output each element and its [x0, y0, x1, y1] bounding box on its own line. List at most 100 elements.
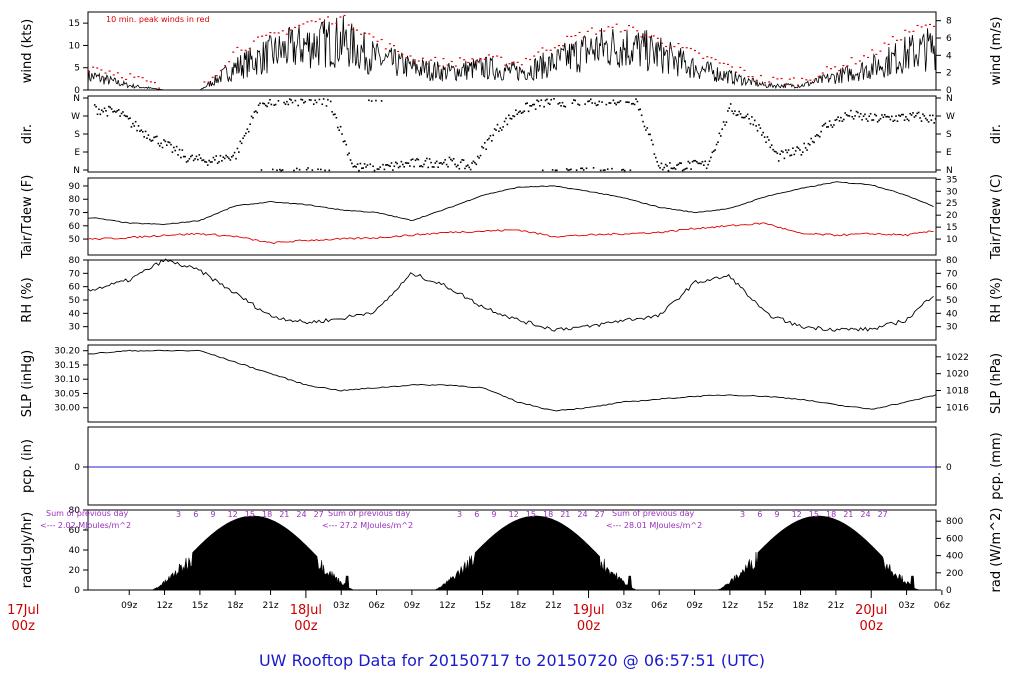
- dir-point: [739, 113, 742, 115]
- dir-point: [486, 139, 489, 141]
- wind-peak-mark: [203, 81, 206, 83]
- dir-point: [748, 117, 750, 120]
- y-tick-label-left: 30.15: [54, 361, 80, 371]
- panel-slp: SLP (inHg) SLP (hPa) 30.00 30.05 30.10 30.15 3…: [20, 344, 1004, 423]
- wind-peak-mark: [236, 46, 239, 49]
- dir-point: [837, 116, 839, 119]
- dir-point: [325, 105, 328, 107]
- dir-point: [893, 119, 896, 122]
- x-tick-label: 06z: [368, 601, 384, 611]
- dir-point: [670, 167, 673, 170]
- dir-point: [157, 142, 160, 145]
- dir-point: [448, 156, 451, 159]
- dir-point: [636, 100, 639, 103]
- y-tick-label-left: 0: [74, 586, 80, 596]
- dir-point: [660, 162, 663, 165]
- dir-point: [539, 105, 541, 107]
- dir-point: [198, 154, 201, 156]
- wind-peak-mark: [88, 71, 90, 73]
- panel-temp: Tair/Tdew (F) Tair/Tdew (C) 50 60 70 80 90 10 15…: [20, 174, 1004, 260]
- dir-point: [806, 149, 808, 151]
- dir-point: [526, 102, 528, 104]
- dir-point: [561, 101, 564, 104]
- dir-point: [182, 155, 185, 158]
- dir-point: [195, 155, 198, 158]
- dir-point: [612, 99, 615, 102]
- dir-point: [595, 104, 598, 107]
- x-tick-label: 21z: [828, 601, 844, 611]
- dir-point: [807, 142, 810, 145]
- dir-point: [266, 105, 268, 108]
- dir-point: [821, 125, 824, 127]
- slp-series: [87, 349, 937, 412]
- dir-point: [656, 160, 658, 163]
- day-label-time: 00z: [860, 619, 884, 634]
- rh-series: [87, 258, 934, 332]
- dir-point: [845, 114, 848, 116]
- dir-point: [926, 119, 928, 121]
- hour-mark: 6: [193, 510, 198, 519]
- dir-point: [679, 162, 681, 164]
- dir-point: [459, 161, 462, 163]
- wind-peak-mark: [574, 35, 577, 37]
- wind-peak-mark: [409, 55, 412, 57]
- y-tick-label-right: 10: [946, 235, 958, 245]
- dir-point: [344, 140, 346, 142]
- dir-point: [895, 115, 897, 117]
- wind-peak-mark: [834, 66, 837, 68]
- dir-point: [332, 113, 335, 116]
- dir-point: [228, 157, 230, 160]
- wind-peak-mark: [780, 77, 783, 80]
- wind-peak-mark: [207, 81, 210, 83]
- wind-peak-mark: [294, 26, 297, 29]
- dir-point: [643, 125, 646, 128]
- dir-point: [396, 162, 398, 165]
- wind-peak-mark: [685, 47, 688, 49]
- wind-peak-mark: [405, 57, 408, 59]
- dir-point: [410, 159, 413, 161]
- wind-peak-mark: [875, 53, 878, 55]
- dir-point: [667, 169, 670, 172]
- y-tick-label-left: N: [73, 166, 80, 176]
- dir-point: [137, 125, 140, 127]
- dir-point: [185, 161, 188, 163]
- dir-point: [558, 102, 561, 104]
- dir-point: [170, 143, 172, 146]
- dir-point: [790, 154, 793, 156]
- y-tick-label-right: 50: [946, 296, 958, 306]
- dir-point: [847, 114, 849, 117]
- dir-point: [662, 168, 664, 171]
- dir-point: [820, 130, 822, 133]
- wind-peak-mark: [817, 76, 820, 78]
- wind-peak-mark: [652, 35, 655, 37]
- dir-point: [773, 150, 776, 153]
- wind-peak-mark: [335, 22, 338, 24]
- dir-point: [338, 129, 340, 131]
- dir-point: [147, 134, 150, 136]
- dir-point: [613, 102, 616, 104]
- dir-point: [286, 100, 288, 103]
- dir-point: [866, 120, 869, 122]
- dir-point: [366, 164, 369, 166]
- wind-peak-mark: [273, 32, 276, 34]
- dir-point: [695, 161, 698, 163]
- y-tick-label-right: 0: [946, 463, 952, 473]
- dir-point: [167, 141, 169, 143]
- y-axis-label-right: pcp. (mm): [989, 432, 1004, 499]
- y-tick-label-left: N: [73, 94, 80, 104]
- x-tick-label: 03z: [898, 601, 914, 611]
- dir-point: [751, 116, 753, 118]
- rad-day-area: [705, 515, 932, 591]
- dir-point: [906, 118, 909, 120]
- dir-point: [616, 101, 619, 104]
- dir-point: [96, 113, 99, 116]
- dir-point: [226, 156, 229, 158]
- wind-peak-mark: [665, 45, 668, 48]
- wind-peak-mark: [751, 76, 754, 78]
- dir-point: [454, 163, 456, 166]
- day-label-time: 00z: [12, 619, 36, 634]
- dir-point: [701, 160, 704, 163]
- wind-peak-mark: [726, 63, 729, 65]
- wind-peak-mark: [541, 47, 544, 49]
- dir-point: [314, 99, 316, 102]
